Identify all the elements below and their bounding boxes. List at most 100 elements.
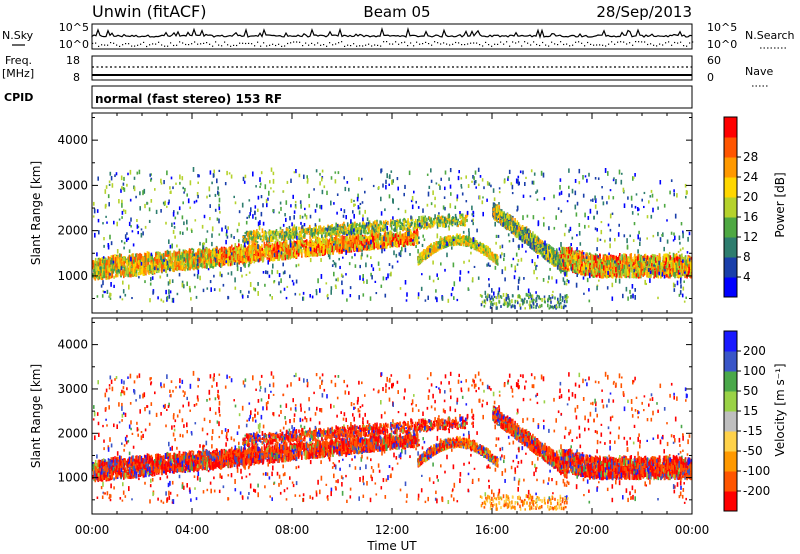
power-echo bbox=[170, 262, 172, 269]
power-echo bbox=[288, 247, 290, 254]
power-echo bbox=[181, 257, 184, 265]
nsearch-point bbox=[407, 45, 409, 47]
power-echo bbox=[191, 257, 194, 265]
nsearch-point bbox=[134, 45, 136, 47]
nsearch-point bbox=[146, 45, 148, 48]
power-echo bbox=[151, 256, 154, 263]
power-echo bbox=[496, 256, 498, 260]
power-echo bbox=[237, 254, 240, 260]
power-echo bbox=[343, 239, 345, 246]
power-echo bbox=[371, 239, 373, 244]
power-echo bbox=[266, 247, 269, 255]
nsearch-point bbox=[545, 44, 547, 46]
power-echo bbox=[210, 257, 212, 264]
nsearch-point bbox=[323, 44, 325, 46]
nsearch-point bbox=[557, 44, 559, 46]
power-echo bbox=[120, 271, 122, 276]
power-echo bbox=[204, 265, 206, 269]
power-echo bbox=[207, 252, 210, 259]
power-echo bbox=[261, 238, 264, 242]
power-echo bbox=[235, 247, 237, 254]
power-echo bbox=[229, 250, 231, 257]
power-echo bbox=[272, 233, 275, 237]
power-echo bbox=[176, 266, 179, 272]
power-echo bbox=[179, 260, 182, 267]
power-echo bbox=[381, 224, 384, 229]
power-echo bbox=[305, 239, 308, 246]
power-echo bbox=[371, 229, 373, 234]
power-echo bbox=[117, 259, 120, 266]
power-echo bbox=[148, 251, 150, 259]
power-echo bbox=[150, 263, 153, 269]
nsearch-point bbox=[518, 41, 520, 43]
power-echo bbox=[168, 260, 171, 265]
nsearch-point bbox=[485, 41, 487, 43]
power-echo bbox=[463, 238, 465, 242]
power-echo bbox=[442, 219, 445, 225]
power-echo bbox=[297, 242, 299, 249]
power-echo bbox=[254, 258, 256, 263]
power-echo bbox=[289, 228, 292, 231]
power-echo bbox=[273, 246, 275, 251]
power-echo bbox=[138, 260, 140, 265]
nsearch-point bbox=[422, 43, 424, 45]
power-echo bbox=[477, 248, 480, 252]
nsearch-point bbox=[668, 41, 670, 43]
power-echo bbox=[173, 250, 176, 257]
power-echo bbox=[281, 253, 283, 261]
nsearch-point bbox=[506, 41, 508, 43]
power-echo bbox=[130, 274, 132, 278]
power-echo bbox=[415, 233, 417, 237]
nsearch-point bbox=[494, 43, 496, 45]
power-echo bbox=[268, 257, 270, 262]
power-echo bbox=[420, 221, 423, 225]
power-echo bbox=[195, 264, 198, 269]
power-echo bbox=[178, 250, 180, 257]
power-echo bbox=[229, 254, 231, 260]
power-echo bbox=[464, 235, 467, 240]
power-echo bbox=[341, 228, 344, 233]
power-echo bbox=[275, 246, 278, 251]
power-echo bbox=[365, 243, 367, 251]
power-echo bbox=[396, 241, 398, 245]
power-echo bbox=[174, 262, 176, 267]
power-echo bbox=[139, 252, 141, 260]
power-echo bbox=[103, 273, 106, 279]
nsearch-point bbox=[221, 45, 223, 47]
power-echo bbox=[265, 246, 268, 251]
power-echo bbox=[163, 254, 165, 260]
power-echo bbox=[375, 238, 378, 245]
nsearch-point bbox=[497, 43, 499, 45]
power-echo bbox=[443, 238, 446, 243]
power-echo bbox=[127, 270, 129, 274]
power-echo bbox=[353, 232, 356, 236]
power-echo bbox=[203, 260, 206, 265]
nsearch-point bbox=[233, 44, 235, 46]
power-echo bbox=[482, 251, 485, 254]
power-echo bbox=[433, 218, 435, 221]
power-echo bbox=[143, 261, 145, 267]
nsearch-point bbox=[380, 45, 382, 47]
nsearch-point bbox=[584, 45, 586, 47]
power-echo bbox=[375, 232, 377, 240]
power-echo bbox=[186, 253, 188, 260]
power-echo bbox=[399, 238, 402, 245]
power-echo bbox=[404, 232, 407, 238]
power-echo bbox=[136, 253, 138, 260]
power-echo bbox=[357, 233, 360, 241]
power-echo bbox=[106, 259, 108, 267]
power-echo bbox=[137, 272, 140, 276]
power-echo bbox=[105, 266, 108, 274]
power-echo bbox=[303, 244, 305, 248]
power-echo bbox=[310, 231, 312, 236]
power-echo bbox=[368, 227, 370, 232]
nave-tick-bottom: 0 bbox=[707, 71, 714, 84]
power-echo bbox=[253, 234, 256, 237]
power-echo bbox=[263, 253, 266, 258]
nsky-label: N.Sky bbox=[2, 29, 34, 42]
power-echo bbox=[312, 242, 314, 246]
power-echo bbox=[318, 247, 321, 253]
power-echo bbox=[184, 267, 187, 272]
power-echo bbox=[156, 255, 159, 259]
power-echo bbox=[126, 259, 129, 266]
